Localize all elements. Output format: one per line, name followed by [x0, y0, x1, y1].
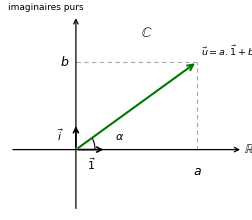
Text: $\alpha$: $\alpha$ [115, 132, 124, 143]
Text: $\vec{i}$: $\vec{i}$ [57, 127, 64, 143]
Text: $a$: $a$ [192, 165, 201, 178]
Text: imaginaires purs: imaginaires purs [8, 3, 83, 12]
Text: $\mathbb{C}$: $\mathbb{C}$ [140, 26, 152, 40]
Text: $b$: $b$ [60, 55, 69, 69]
Text: $\vec{u}=a.\vec{1}+b.\vec{i}$: $\vec{u}=a.\vec{1}+b.\vec{i}$ [200, 44, 252, 58]
Text: $\mathbb{R}$: $\mathbb{R}$ [243, 143, 252, 156]
Text: $\vec{1}$: $\vec{1}$ [86, 156, 95, 172]
